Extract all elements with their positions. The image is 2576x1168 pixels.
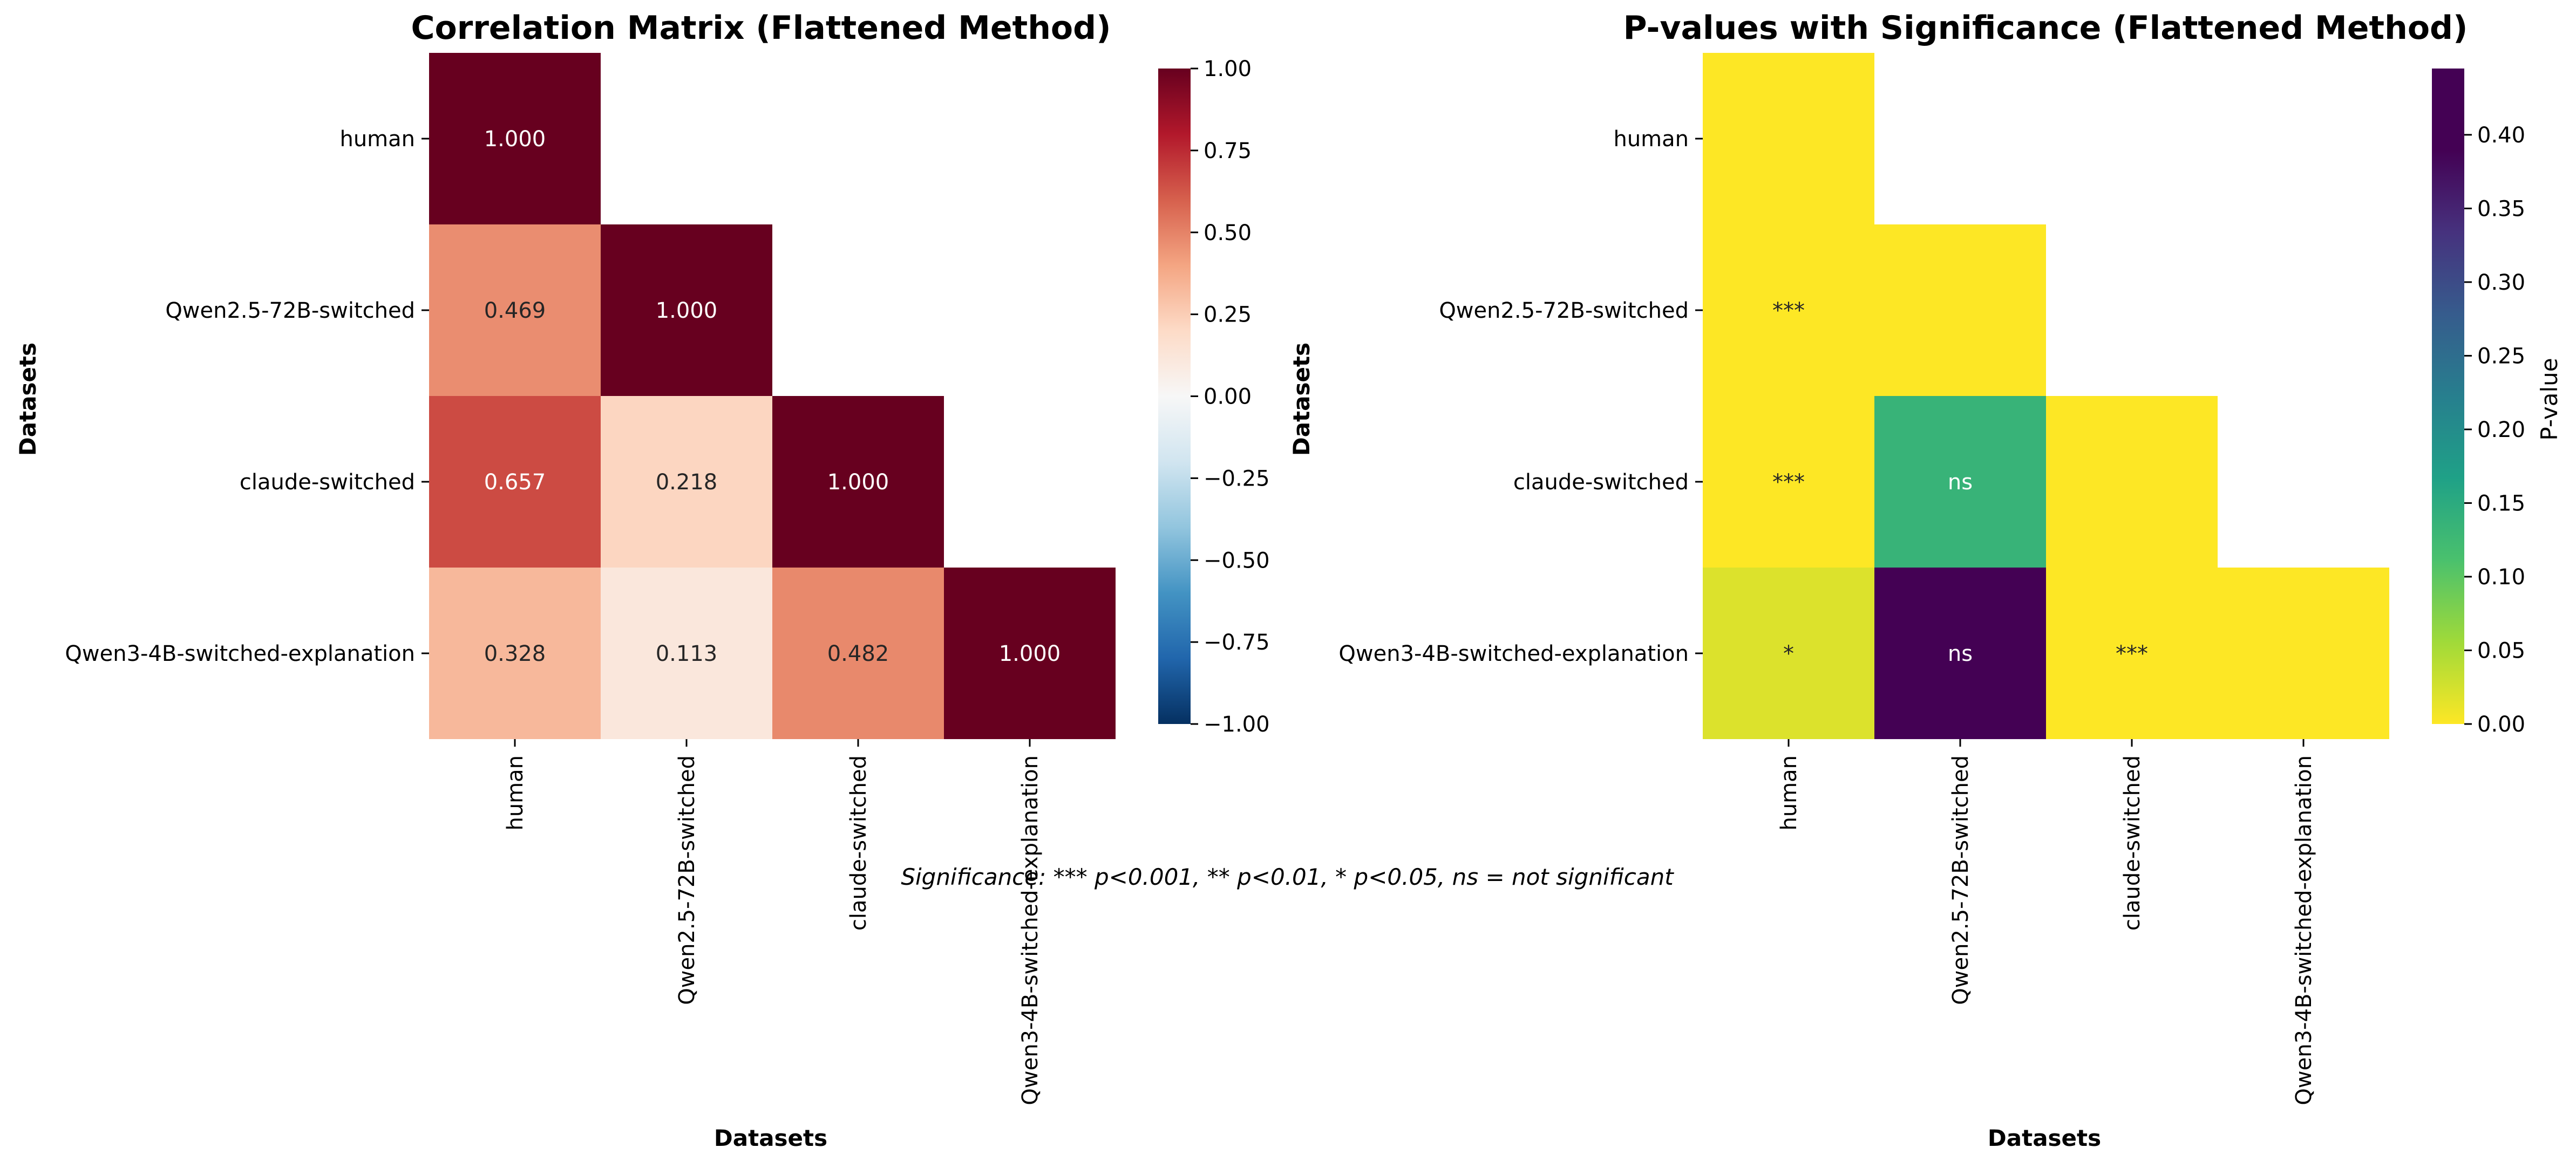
x-tick-label: Qwen3-4B-switched-explanation	[1018, 755, 1043, 1105]
colorbar-label: P-value	[2536, 358, 2563, 440]
heatmap-cell	[601, 224, 772, 396]
cell-label: 1.000	[484, 127, 546, 152]
colorbar-tick-label: −0.75	[1204, 630, 1270, 655]
colorbar	[2432, 69, 2464, 724]
heatmap-cells: 1.000 0.469 1.000 0.657 0.218 1.000 0.328 0.113…	[429, 53, 1116, 739]
cell-label: 0.482	[827, 641, 889, 666]
colorbar-tick-label: 0.50	[1204, 221, 1252, 245]
cell-label: 0.469	[484, 298, 546, 323]
cell-label: 0.113	[656, 641, 718, 666]
x-tick-label: Qwen2.5-72B-switched	[675, 755, 699, 1005]
heatmap-cell	[1703, 396, 1874, 568]
cell-label: ***	[1772, 298, 1805, 323]
cell-label: 0.328	[484, 641, 546, 666]
cell-label: 1.000	[999, 641, 1061, 666]
x-axis-label: Datasets	[714, 1125, 827, 1151]
y-tick-label: claude-switched	[240, 470, 415, 495]
x-tick-label: human	[503, 755, 528, 831]
colorbar-tick-label: 0.00	[1204, 385, 1252, 409]
colorbar-tick-label: 1.00	[1204, 57, 1252, 81]
pvalue-panel: P-values with Significance (Flattened Me…	[1288, 9, 2563, 1151]
y-tick-label: Qwen3-4B-switched-explanation	[1338, 641, 1689, 666]
cell-label: *	[1783, 641, 1794, 666]
colorbar-tick-label: −0.25	[1204, 466, 1270, 491]
cell-label: ns	[1948, 470, 1973, 495]
x-tick-label: Qwen2.5-72B-switched	[1948, 755, 1973, 1005]
x-tick-label: claude-switched	[2120, 755, 2145, 931]
heatmap-cell	[2046, 396, 2218, 568]
heatmap-cell	[1874, 396, 2046, 568]
heatmap-cell	[772, 568, 944, 739]
colorbar-tick-label: 0.20	[2477, 418, 2525, 442]
heatmap-cell	[1703, 568, 1874, 739]
y-tick-label: claude-switched	[1513, 470, 1689, 495]
colorbar-tick-label: 0.10	[2477, 565, 2525, 590]
heatmap-cell	[772, 396, 944, 568]
cell-label: 1.000	[827, 470, 889, 495]
colorbar	[1158, 69, 1191, 724]
y-tick-label: human	[339, 127, 415, 152]
x-tick-label: claude-switched	[846, 755, 871, 931]
colorbar-tick-label: 0.15	[2477, 491, 2525, 516]
heatmap-cell	[2218, 568, 2389, 739]
y-tick-labels: human Qwen2.5-72B-switched claude-switched…	[1338, 127, 1703, 666]
chart-title: Correlation Matrix (Flattened Method)	[411, 9, 1111, 47]
cell-label: ns	[1948, 641, 1973, 666]
chart-title: P-values with Significance (Flattened Me…	[1623, 9, 2468, 47]
x-tick-labels: human Qwen2.5-72B-switched claude-switched…	[503, 739, 1043, 1105]
cell-label: 1.000	[656, 298, 718, 323]
heatmap-cell	[429, 568, 601, 739]
heatmap-cell	[944, 568, 1116, 739]
cell-label: ***	[1772, 470, 1805, 495]
x-tick-label: Qwen3-4B-switched-explanation	[2292, 755, 2316, 1105]
significance-note: Significance: *** p<0.001, ** p<0.01, * …	[901, 864, 1674, 890]
x-axis-label: Datasets	[1988, 1125, 2101, 1151]
colorbar-tick-label: 0.05	[2477, 638, 2525, 663]
cell-label: 0.218	[656, 470, 718, 495]
correlation-panel: Correlation Matrix (Flattened Method) 1.…	[15, 9, 1270, 1151]
heatmap-cell	[1874, 224, 2046, 396]
y-tick-label: Qwen3-4B-switched-explanation	[65, 641, 415, 666]
colorbar-tick-label: 0.40	[2477, 123, 2525, 148]
cell-label: 0.657	[484, 470, 546, 495]
heatmap-cells: *** *** ns * ns ***	[1703, 53, 2389, 739]
x-tick-label: human	[1777, 755, 1802, 831]
heatmap-cell	[601, 396, 772, 568]
heatmap-cell	[429, 53, 601, 224]
y-tick-label: Qwen2.5-72B-switched	[1439, 298, 1689, 323]
heatmap-cell	[429, 224, 601, 396]
colorbar-tick-label: 0.35	[2477, 196, 2525, 221]
colorbar-tick-label: 0.25	[1204, 303, 1252, 327]
heatmap-cell	[429, 396, 601, 568]
colorbar-ticks: 0.40 0.35 0.30 0.25 0.20 0.15 0.10 0.05 0.00	[2464, 123, 2525, 737]
colorbar-tick-label: 0.30	[2477, 270, 2525, 295]
cell-label: ***	[2116, 641, 2148, 666]
colorbar-ticks: 1.00 0.75 0.50 0.25 0.00 −0.25 −0.50 −0.75 −1.00	[1191, 57, 1270, 737]
y-axis-label: Datasets	[15, 343, 41, 456]
y-tick-label: human	[1613, 127, 1689, 152]
heatmap-cell	[1703, 224, 1874, 396]
colorbar-tick-label: −0.50	[1204, 548, 1270, 573]
colorbar-tick-label: 0.75	[1204, 139, 1252, 163]
colorbar-tick-label: 0.00	[2477, 712, 2525, 737]
y-tick-label: Qwen2.5-72B-switched	[165, 298, 415, 323]
heatmap-cell	[601, 568, 772, 739]
heatmap-cell	[2046, 568, 2218, 739]
colorbar-tick-label: −1.00	[1204, 712, 1270, 737]
y-axis-label: Datasets	[1288, 343, 1315, 456]
heatmap-cell	[1703, 53, 1874, 224]
y-tick-labels: human Qwen2.5-72B-switched claude-switched…	[65, 127, 429, 666]
colorbar-tick-label: 0.25	[2477, 344, 2525, 368]
x-tick-labels: human Qwen2.5-72B-switched claude-switched…	[1777, 739, 2316, 1105]
heatmap-cell	[1874, 568, 2046, 739]
